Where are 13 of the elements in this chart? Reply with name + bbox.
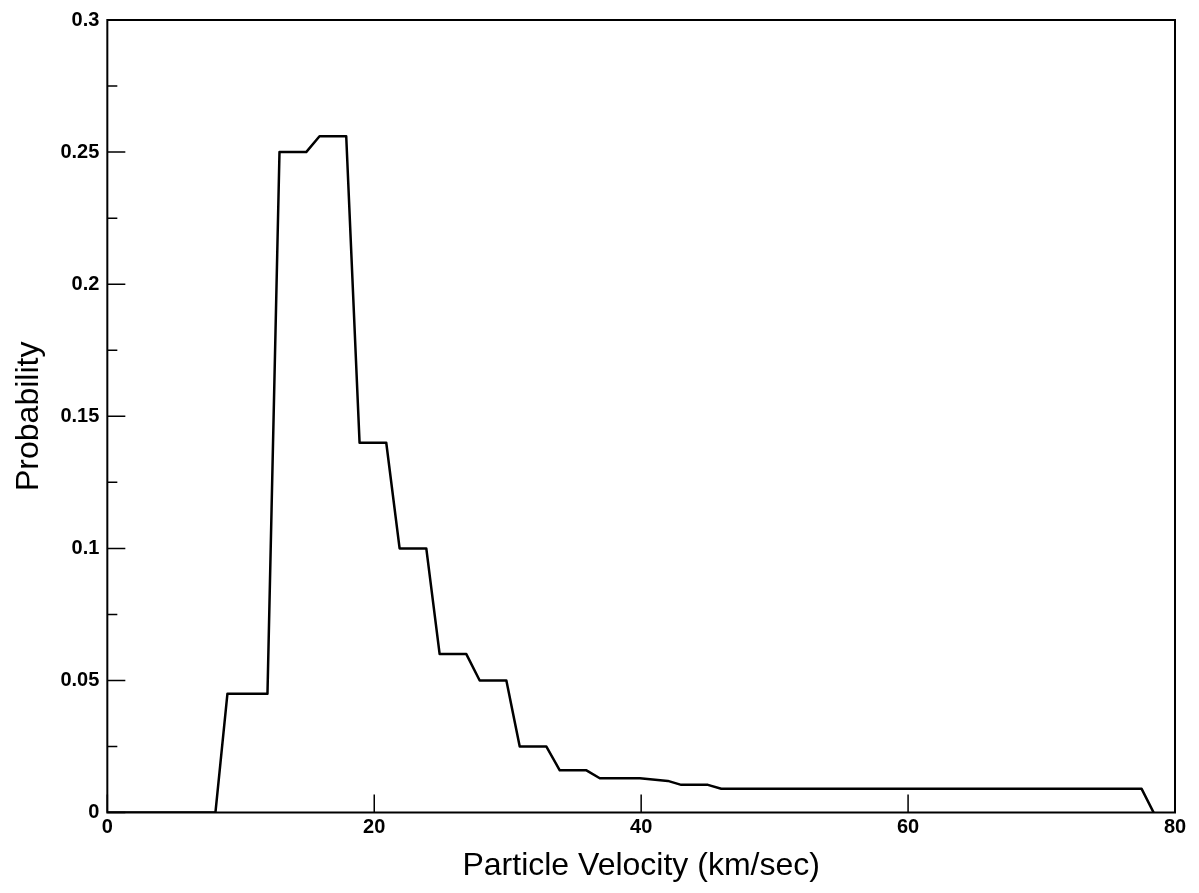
x-tick-label: 60 bbox=[896, 815, 920, 838]
y-tick-label: 0 bbox=[88, 800, 100, 823]
y-tick-label: 0.2 bbox=[71, 271, 100, 294]
y-tick-label: 0.05 bbox=[60, 668, 100, 691]
x-tick-label: 80 bbox=[1163, 815, 1187, 838]
x-tick-label: 20 bbox=[363, 815, 386, 838]
y-axis-title: Probability bbox=[9, 341, 46, 491]
y-tick-label: 0.25 bbox=[60, 139, 100, 162]
x-tick-label: 40 bbox=[630, 815, 653, 838]
y-tick-label: 0.3 bbox=[71, 7, 100, 30]
x-axis-title: Particle Velocity (km/sec) bbox=[462, 845, 820, 882]
y-tick-label: 0.1 bbox=[71, 535, 100, 558]
y-tick-label: 0.15 bbox=[60, 403, 100, 426]
